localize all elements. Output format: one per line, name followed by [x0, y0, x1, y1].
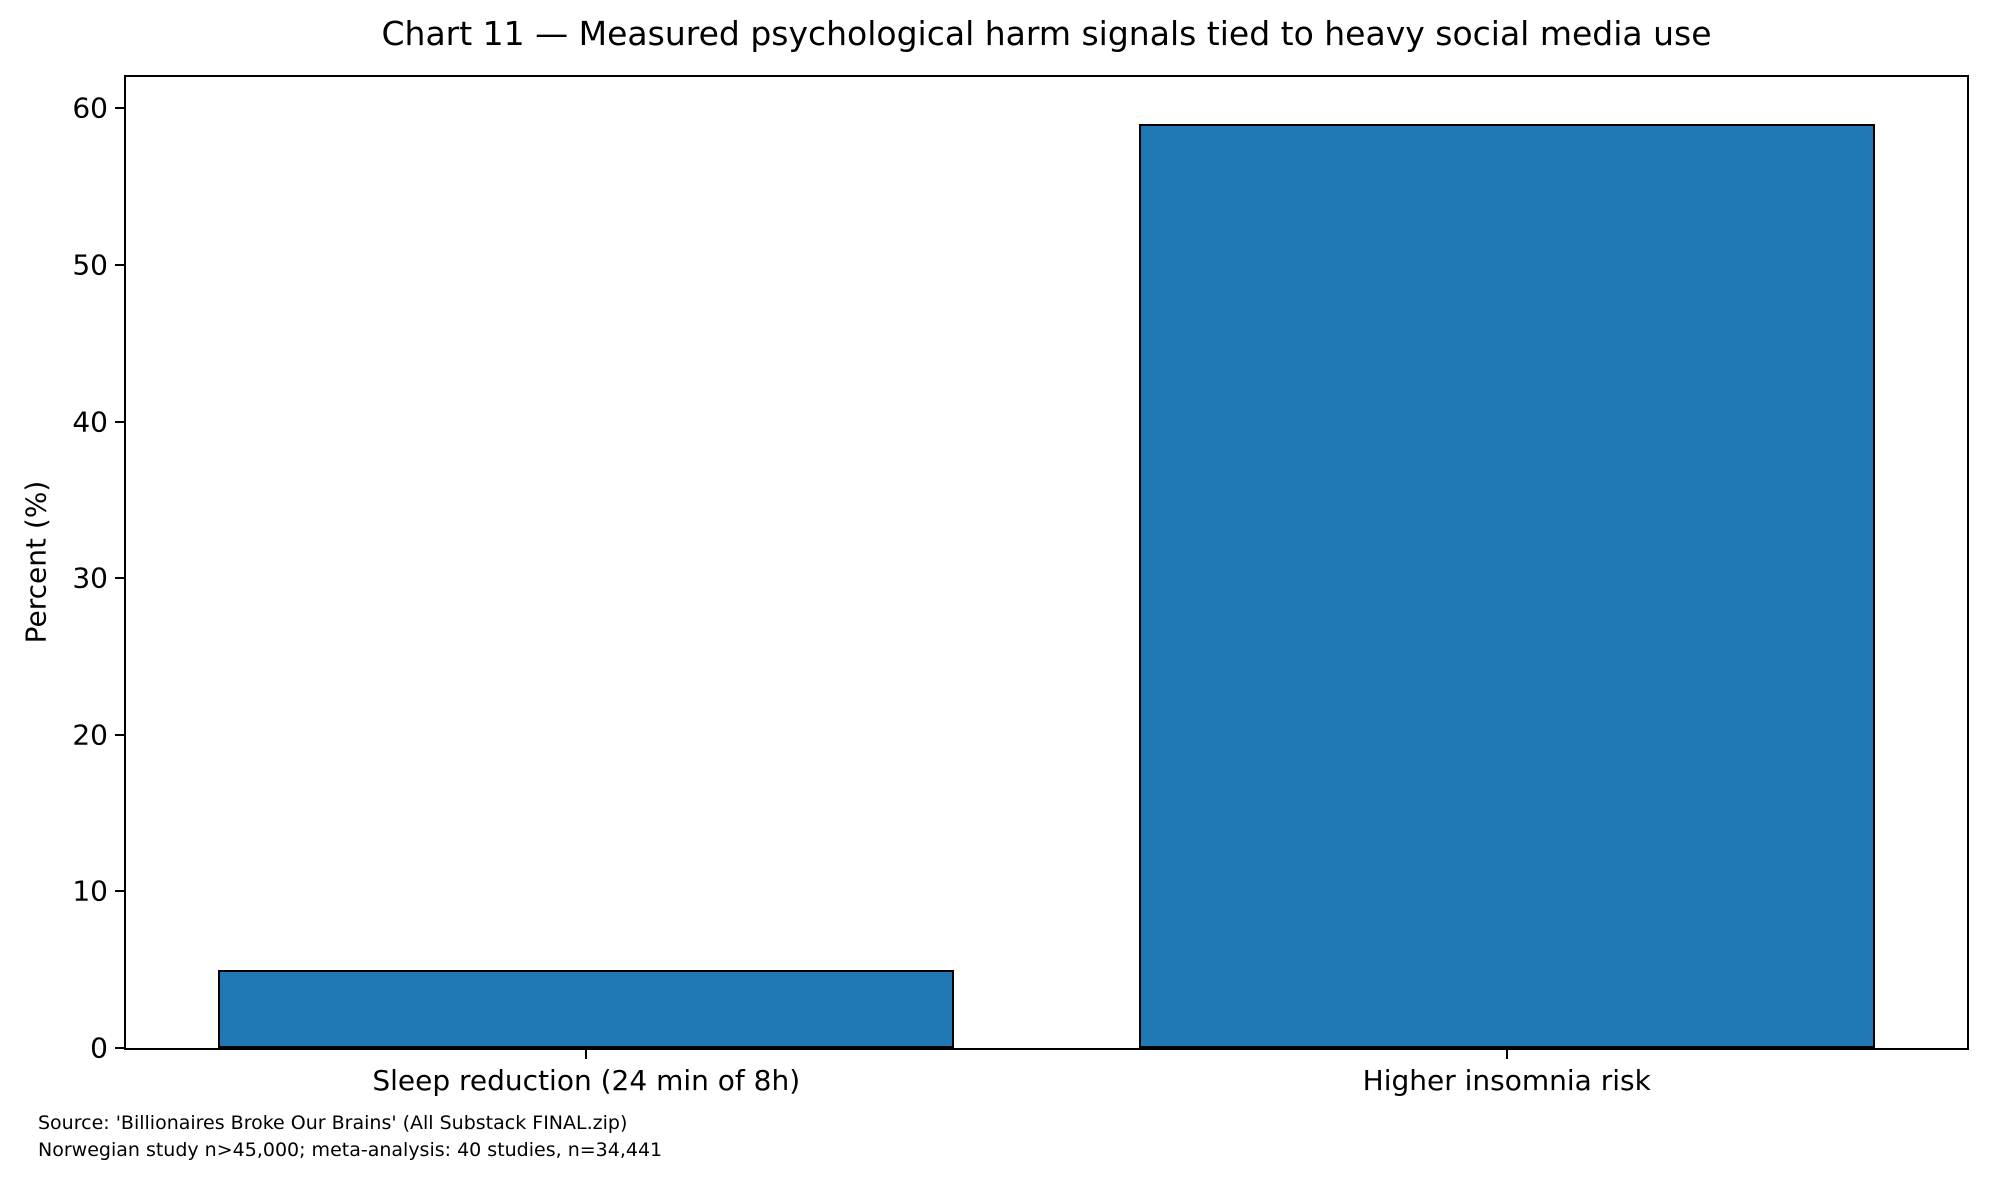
y-tick-mark	[115, 577, 124, 580]
y-tick-label: 20	[72, 718, 108, 752]
plot-area: 0 10 20 30 40 50 60 Sleep reduction (24 min of …	[72, 75, 1969, 1097]
x-tick-label: Higher insomnia risk	[1362, 1064, 1651, 1097]
source-line-2: Norwegian study n>45,000; meta-analysis:…	[38, 1139, 663, 1161]
chart-title: Chart 11 — Measured psychological harm s…	[381, 14, 1712, 53]
x-tick-mark	[585, 1050, 588, 1059]
y-axis-label: Percent (%)	[19, 480, 53, 644]
y-tick-label: 30	[72, 561, 108, 595]
bar-higher-insomnia-risk	[1138, 123, 1875, 1048]
y-tick-mark	[115, 890, 124, 893]
y-tick-mark	[115, 733, 124, 736]
y-tick-mark	[115, 420, 124, 423]
y-tick-label: 50	[72, 248, 108, 282]
y-tick-label: 60	[72, 91, 108, 125]
y-tick-label: 0	[90, 1031, 108, 1065]
x-tick-label: Sleep reduction (24 min of 8h)	[372, 1064, 801, 1097]
y-tick-mark	[115, 263, 124, 266]
y-tick-mark	[115, 1047, 124, 1049]
y-tick-mark	[115, 107, 124, 110]
source-line-1: Source: 'Billionaires Broke Our Brains' …	[38, 1112, 628, 1134]
y-tick-label: 40	[72, 405, 108, 439]
bar-sleep-reduction	[218, 969, 955, 1048]
x-tick-mark	[1505, 1050, 1508, 1059]
y-tick-label: 10	[72, 874, 108, 908]
source-footer: Source: 'Billionaires Broke Our Brains' …	[38, 1110, 662, 1164]
